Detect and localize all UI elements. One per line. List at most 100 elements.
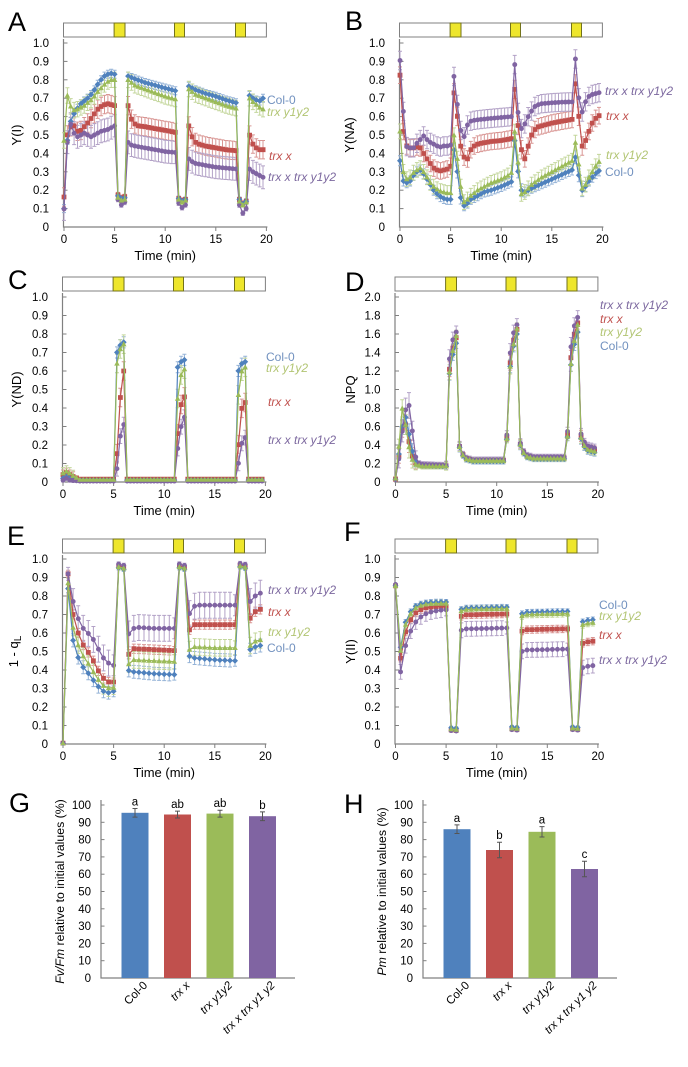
- svg-text:1.2: 1.2: [365, 366, 381, 378]
- svg-text:0.7: 0.7: [32, 610, 48, 622]
- svg-text:0.6: 0.6: [32, 366, 48, 378]
- svg-text:1.0: 1.0: [365, 554, 381, 566]
- svg-text:60: 60: [400, 869, 413, 881]
- svg-text:Col-0: Col-0: [599, 598, 628, 612]
- svg-text:0.3: 0.3: [369, 167, 385, 179]
- svg-text:80: 80: [78, 835, 91, 847]
- svg-text:Col-0: Col-0: [600, 339, 629, 353]
- svg-text:20: 20: [596, 234, 609, 246]
- svg-text:D: D: [345, 267, 365, 297]
- svg-text:10: 10: [78, 956, 91, 968]
- svg-text:0.7: 0.7: [369, 93, 385, 105]
- svg-text:trx x: trx x: [268, 395, 292, 409]
- svg-text:A: A: [8, 7, 26, 37]
- svg-text:Time (min): Time (min): [134, 248, 196, 263]
- svg-text:20: 20: [259, 751, 272, 763]
- svg-text:b: b: [496, 830, 502, 842]
- svg-text:Time (min): Time (min): [133, 765, 195, 780]
- svg-text:0.5: 0.5: [32, 647, 48, 659]
- svg-text:B: B: [345, 6, 363, 36]
- svg-text:1.0: 1.0: [365, 385, 381, 397]
- svg-text:0: 0: [85, 973, 91, 985]
- svg-text:1.0: 1.0: [369, 38, 385, 50]
- svg-text:0.2: 0.2: [369, 185, 385, 197]
- svg-text:trx y1y2: trx y1y2: [267, 105, 309, 119]
- svg-text:0: 0: [60, 751, 66, 763]
- svg-text:Col-0: Col-0: [267, 93, 296, 107]
- svg-text:0.6: 0.6: [365, 628, 381, 640]
- svg-text:trx x: trx x: [269, 149, 293, 163]
- svg-text:0.7: 0.7: [365, 610, 381, 622]
- svg-text:15: 15: [208, 489, 221, 501]
- svg-text:15: 15: [541, 751, 554, 763]
- svg-text:trx y1y2: trx y1y2: [266, 361, 308, 375]
- svg-text:0.6: 0.6: [365, 422, 381, 434]
- svg-text:0.3: 0.3: [33, 167, 49, 179]
- svg-text:20: 20: [592, 489, 605, 501]
- svg-text:C: C: [8, 265, 28, 295]
- svg-text:0.2: 0.2: [32, 440, 48, 452]
- svg-text:0.2: 0.2: [365, 702, 381, 714]
- svg-text:1.0: 1.0: [32, 554, 48, 566]
- svg-text:b: b: [259, 800, 265, 812]
- svg-text:5: 5: [111, 234, 117, 246]
- svg-text:0: 0: [42, 477, 48, 489]
- svg-text:0.7: 0.7: [32, 348, 48, 360]
- svg-text:Col-0: Col-0: [267, 641, 296, 655]
- svg-text:0.8: 0.8: [33, 75, 49, 87]
- svg-text:0.9: 0.9: [365, 573, 381, 585]
- svg-text:0.3: 0.3: [365, 684, 381, 696]
- svg-text:trx x trx y1y2: trx x trx y1y2: [268, 583, 336, 597]
- svg-text:40: 40: [400, 904, 413, 916]
- svg-text:Col-0: Col-0: [266, 350, 295, 364]
- svg-text:10: 10: [159, 234, 172, 246]
- svg-text:trx x: trx x: [600, 312, 624, 326]
- svg-text:20: 20: [400, 938, 413, 950]
- svg-text:a: a: [454, 813, 461, 825]
- svg-text:trx x trx y1y2: trx x trx y1y2: [600, 298, 668, 312]
- svg-text:5: 5: [110, 751, 116, 763]
- svg-text:Fv/Fm relative to initial valu: Fv/Fm relative to initial values (%): [53, 799, 67, 984]
- svg-text:Time (min): Time (min): [470, 248, 532, 263]
- svg-text:Time (min): Time (min): [133, 503, 195, 518]
- svg-text:0.9: 0.9: [33, 56, 49, 68]
- svg-text:0.9: 0.9: [32, 573, 48, 585]
- svg-text:E: E: [7, 521, 25, 551]
- svg-text:15: 15: [541, 489, 554, 501]
- svg-text:trx y1y2: trx y1y2: [600, 325, 642, 339]
- svg-text:0: 0: [397, 234, 403, 246]
- svg-text:0: 0: [60, 489, 66, 501]
- svg-text:0.6: 0.6: [369, 112, 385, 124]
- svg-text:20: 20: [260, 234, 273, 246]
- svg-text:1.6: 1.6: [365, 329, 381, 341]
- svg-text:5: 5: [443, 489, 449, 501]
- svg-text:0.2: 0.2: [32, 702, 48, 714]
- svg-text:80: 80: [400, 835, 413, 847]
- svg-text:Y(NA): Y(NA): [342, 117, 357, 152]
- svg-text:1 - qL: 1 - qL: [6, 635, 24, 667]
- svg-text:0.4: 0.4: [33, 148, 50, 160]
- svg-text:trx x: trx x: [599, 628, 623, 642]
- svg-text:100: 100: [72, 800, 91, 812]
- svg-text:Y(I): Y(I): [9, 125, 24, 146]
- svg-text:0.3: 0.3: [32, 684, 48, 696]
- svg-text:trx x trx y1y2: trx x trx y1y2: [599, 653, 667, 667]
- svg-text:10: 10: [490, 751, 503, 763]
- svg-text:0.5: 0.5: [365, 647, 381, 659]
- svg-text:10: 10: [490, 489, 503, 501]
- svg-text:0.1: 0.1: [33, 204, 49, 216]
- svg-text:50: 50: [78, 887, 91, 899]
- svg-text:0.8: 0.8: [365, 591, 381, 603]
- svg-text:1.8: 1.8: [365, 311, 381, 323]
- svg-text:Y(II): Y(II): [343, 639, 358, 664]
- svg-text:H: H: [344, 789, 364, 819]
- svg-text:2.0: 2.0: [365, 292, 381, 304]
- svg-text:0.2: 0.2: [365, 459, 381, 471]
- svg-text:0: 0: [379, 222, 385, 234]
- svg-text:0.8: 0.8: [365, 403, 381, 415]
- svg-text:30: 30: [400, 921, 413, 933]
- svg-text:90: 90: [400, 817, 413, 829]
- svg-text:0.1: 0.1: [369, 204, 385, 216]
- svg-text:0.4: 0.4: [365, 440, 382, 452]
- svg-text:20: 20: [592, 751, 605, 763]
